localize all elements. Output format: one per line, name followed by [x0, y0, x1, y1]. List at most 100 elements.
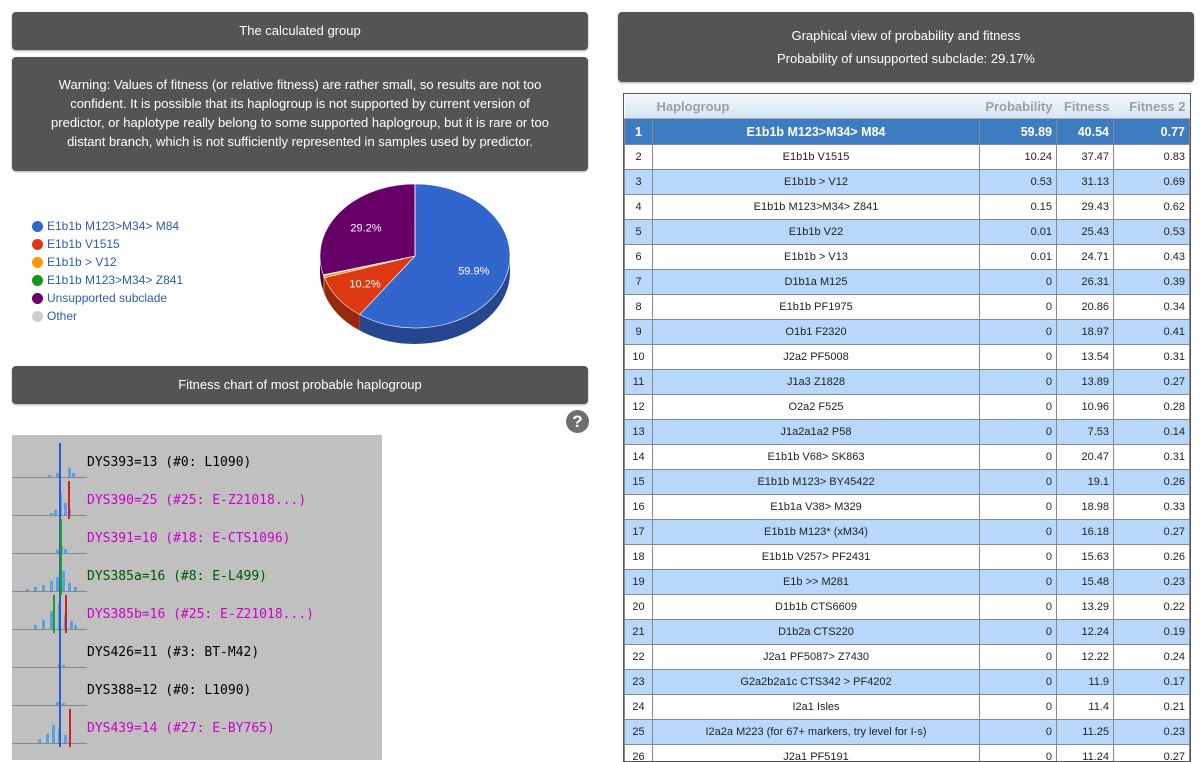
column-header[interactable]: Fitness 2 [1114, 94, 1190, 119]
marker-histogram-bar [74, 587, 77, 591]
fitness2-cell: 0.31 [1114, 445, 1190, 470]
marker-baseline [12, 591, 87, 592]
legend-item[interactable]: Unsupported subclade [32, 289, 183, 307]
legend-item[interactable]: E1b1b > V12 [32, 253, 183, 271]
fitness2-cell: 0.28 [1114, 395, 1190, 420]
fitness2-cell: 0.41 [1114, 320, 1190, 345]
probability-cell: 0.15 [980, 195, 1057, 220]
marker-baseline [12, 743, 87, 744]
row-number: 8 [625, 295, 653, 320]
fitness2-cell: 0.83 [1114, 145, 1190, 170]
marker-label: DYS385b=16 (#25: E-Z21018...) [87, 607, 314, 622]
column-header[interactable]: Probability [980, 94, 1057, 119]
fitness-cell: 19.1 [1057, 470, 1114, 495]
probability-cell: 0 [980, 595, 1057, 620]
fitness2-cell: 0.77 [1114, 119, 1190, 145]
marker-histogram-bar [46, 734, 49, 743]
column-header[interactable] [625, 94, 653, 119]
fitness-cell: 29.43 [1057, 195, 1114, 220]
marker-value-line [59, 633, 61, 671]
legend-item[interactable]: E1b1b V1515 [32, 235, 183, 253]
haplogroup-cell: D1b2a CTS220 [653, 620, 980, 645]
haplogroup-cell: J2a2 PF5008 [653, 345, 980, 370]
legend-label: E1b1b V1515 [47, 235, 120, 253]
haplogroup-cell: E1b1b M123>M34> Z841 [653, 195, 980, 220]
row-number: 7 [625, 270, 653, 295]
probability-cell: 0 [980, 720, 1057, 745]
haplogroup-cell: E1b1b M123* (xM34) [653, 520, 980, 545]
probability-cell: 0 [980, 295, 1057, 320]
fitness2-cell: 0.34 [1114, 295, 1190, 320]
help-icon[interactable]: ? [566, 410, 589, 433]
legend-swatch-icon [32, 293, 43, 304]
probability-cell: 0 [980, 620, 1057, 645]
row-number: 19 [625, 570, 653, 595]
marker-label: DYS393=13 (#0: L1090) [87, 455, 251, 470]
pie-slice-label: 29.2% [350, 223, 381, 235]
haplogroup-cell: I2a1 Isles [653, 695, 980, 720]
legend-item[interactable]: E1b1b M123>M34> M84 [32, 217, 183, 235]
haplogroup-cell: J1a3 Z1828 [653, 370, 980, 395]
legend-item[interactable]: E1b1b M123>M34> Z841 [32, 271, 183, 289]
row-number: 24 [625, 695, 653, 720]
row-number: 1 [625, 119, 653, 145]
marker-row: DYS388=12 (#0: L1090) [12, 671, 382, 709]
marker-histogram-bar [72, 473, 75, 477]
probability-cell: 0 [980, 345, 1057, 370]
column-header[interactable]: Haplogroup [653, 94, 980, 119]
row-number: 3 [625, 170, 653, 195]
legend-label: Other [47, 307, 77, 325]
fitness2-cell: 0.39 [1114, 270, 1190, 295]
fitness2-cell: 0.26 [1114, 545, 1190, 570]
marker-histogram-bar [64, 549, 67, 553]
marker-histogram-bar [68, 583, 71, 591]
legend-item[interactable]: Other [32, 307, 183, 325]
haplogroup-cell: E1b1b M123>M34> M84 [653, 119, 980, 145]
haplogroup-cell: O1b1 F2320 [653, 320, 980, 345]
fitness-cell: 18.97 [1057, 320, 1114, 345]
haplogroup-cell: E1b1b V68> SK863 [653, 445, 980, 470]
probability-cell: 0 [980, 370, 1057, 395]
marker-value-line [60, 519, 62, 557]
fitness-cell: 18.98 [1057, 495, 1114, 520]
fitness-cell: 11.9 [1057, 670, 1114, 695]
fitness-cell: 15.48 [1057, 570, 1114, 595]
marker-histogram-bar [48, 475, 51, 477]
haplogroup-cell: E1b1b V257> PF2431 [653, 545, 980, 570]
probability-cell: 0 [980, 270, 1057, 295]
row-number: 17 [625, 520, 653, 545]
fitness-cell: 11.25 [1057, 720, 1114, 745]
haplogroup-cell: I2a2a M223 (for 67+ markers, try level f… [653, 720, 980, 745]
probability-cell: 0 [980, 495, 1057, 520]
probability-cell: 0 [980, 670, 1057, 695]
column-header[interactable]: Fitness [1057, 94, 1114, 119]
